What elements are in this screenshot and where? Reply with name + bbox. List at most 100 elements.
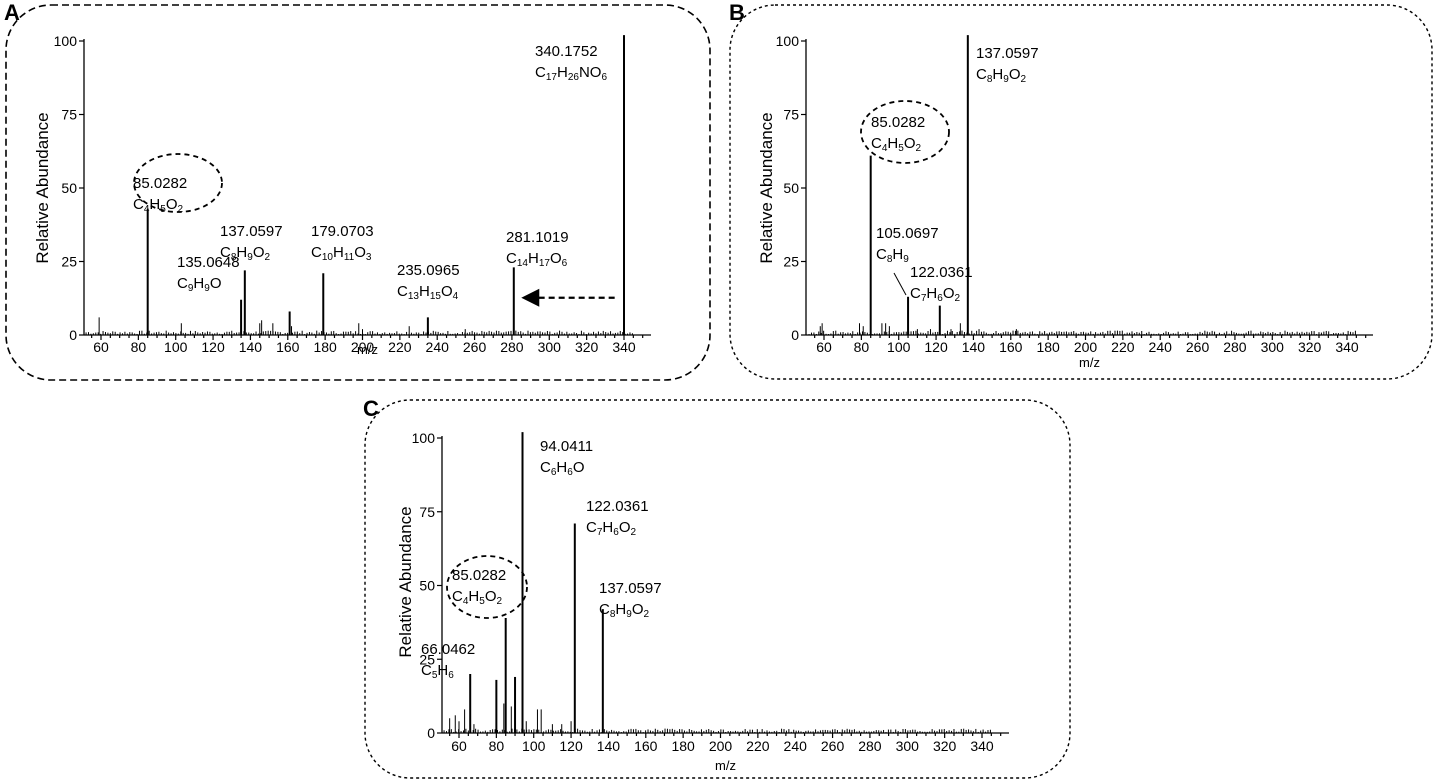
annotation-formula: C4H5O2 [133, 196, 183, 215]
peak-annotation: 122.0361 C7H6O2 [910, 264, 973, 304]
panel-a-letter: A [4, 0, 20, 25]
x-tick-label: 60 [451, 738, 467, 754]
x-axis-label: m/z [1079, 355, 1100, 370]
peak-annotation: 137.0597 C8H9O2 [976, 45, 1039, 85]
x-tick-label: 300 [896, 738, 920, 754]
y-tick-label: 25 [61, 254, 77, 270]
annotation-mz: 105.0697 [876, 225, 939, 242]
annotation-formula: C7H6O2 [910, 285, 960, 304]
y-tick-label: 50 [61, 180, 77, 196]
annotation-mz: 137.0597 [976, 45, 1039, 62]
annotation-mz: 122.0361 [910, 264, 973, 281]
x-tick-label: 280 [858, 738, 882, 754]
x-tick-label: 240 [426, 339, 450, 355]
annotation-formula: C14H17O6 [506, 250, 568, 269]
x-tick-label: 180 [313, 339, 337, 355]
x-tick-label: 160 [634, 738, 658, 754]
annotation-circle [446, 555, 528, 619]
y-tick-label: 50 [783, 180, 799, 196]
annotation-mz: 137.0597 [599, 580, 662, 597]
peak-annotation: 137.0597 C8H9O2 [599, 580, 662, 620]
peak-annotation: 85.0282 C4H5O2 [446, 555, 528, 619]
annotation-mz: 66.0462 [421, 641, 475, 658]
annotation-circle [133, 153, 223, 213]
x-tick-label: 100 [164, 339, 188, 355]
x-tick-label: 320 [1298, 339, 1322, 355]
x-tick-label: 340 [612, 339, 636, 355]
annotation-mz: 137.0597 [220, 223, 283, 240]
x-tick-label: 260 [463, 339, 487, 355]
peak-annotation: 235.0965 C13H15O4 [397, 262, 460, 302]
x-axis-label: m/z [715, 758, 736, 773]
panel-c-letter: C [363, 396, 379, 421]
peak-annotation: 66.0462 C5H6 [421, 641, 475, 681]
x-tick-label: 80 [854, 339, 870, 355]
x-tick-label: 80 [131, 339, 147, 355]
peak-annotation: 135.0648 C9H9O [177, 254, 240, 294]
peak-annotation: 85.0282 C4H5O2 [133, 153, 223, 215]
y-tick-label: 25 [783, 254, 799, 270]
annotation-mz: 122.0361 [586, 498, 649, 515]
peak-annotation: 137.0597 C8H9O2 [220, 223, 283, 263]
y-tick-label: 0 [69, 327, 77, 343]
x-tick-label: 180 [1036, 339, 1060, 355]
spectrum-chart-c: 0 25 50 75 100 60 80 100 120 140 160 180 200 220 240 26… [396, 430, 1009, 773]
x-tick-label: 280 [500, 339, 524, 355]
x-tick-label: 160 [276, 339, 300, 355]
x-tick-label: 220 [746, 738, 770, 754]
panel-b-letter: B [729, 0, 745, 25]
annotation-circle [860, 100, 950, 164]
annotation-formula: C4H5O2 [452, 588, 502, 607]
x-tick-label: 320 [575, 339, 599, 355]
annotation-mz: 281.1019 [506, 229, 569, 246]
x-tick-label: 260 [821, 738, 845, 754]
x-tick-label: 280 [1223, 339, 1247, 355]
peak-annotation: 281.1019 C14H17O6 [506, 229, 569, 269]
annotation-formula: C8H9O2 [599, 601, 649, 620]
x-axis-label: m/z [357, 342, 378, 357]
y-tick-label: 0 [427, 725, 435, 741]
annotation-mz: 85.0282 [871, 114, 925, 131]
annotation-formula: C8H9O2 [220, 244, 270, 263]
x-tick-label: 200 [1074, 339, 1098, 355]
y-tick-label: 75 [419, 504, 435, 520]
dashed-arrow [521, 288, 615, 307]
peak-annotation: 105.0697 C8H9 [876, 225, 939, 296]
annotation-formula: C9H9O [177, 275, 221, 294]
x-tick-label: 340 [1335, 339, 1359, 355]
x-tick-label: 100 [522, 738, 546, 754]
y-tick-label: 100 [54, 33, 78, 49]
x-tick-label: 300 [1261, 339, 1285, 355]
annotation-formula: C4H5O2 [871, 135, 921, 154]
annotation-mz: 179.0703 [311, 223, 374, 240]
x-tick-label: 200 [351, 339, 375, 355]
y-tick-label: 75 [61, 107, 77, 123]
arrow-head-icon [521, 288, 540, 307]
x-tick-label: 80 [489, 738, 505, 754]
y-tick-label: 100 [776, 33, 800, 49]
x-tick-label: 120 [201, 339, 225, 355]
peak-annotation: 179.0703 C10H11O3 [311, 223, 374, 263]
x-tick-label: 260 [1186, 339, 1210, 355]
y-axis-label: Relative Abundance [396, 506, 415, 657]
panel-b-frame [729, 4, 1433, 380]
annotation-formula: C7H6O2 [586, 519, 636, 538]
x-tick-label: 340 [970, 738, 994, 754]
x-tick-label: 60 [816, 339, 832, 355]
y-tick-label: 50 [419, 578, 435, 594]
y-tick-label: 75 [783, 107, 799, 123]
x-tick-label: 120 [924, 339, 948, 355]
spectrum-chart-b: 0 25 50 75 100 60 80 100 120 140 160 180 200 220 240 26… [757, 33, 1373, 370]
x-tick-label: 300 [538, 339, 562, 355]
x-tick-label: 220 [388, 339, 412, 355]
x-tick-label: 60 [93, 339, 109, 355]
annotation-formula: C10H11O3 [311, 244, 372, 263]
annotation-leader [893, 272, 907, 296]
panel-c-frame [364, 399, 1071, 779]
peak-annotation: 340.1752 C17H26NO6 [535, 43, 607, 83]
annotation-formula: C13H15O4 [397, 283, 459, 302]
y-tick-label: 0 [791, 327, 799, 343]
x-tick-label: 160 [999, 339, 1023, 355]
x-tick-label: 120 [559, 738, 583, 754]
annotation-mz: 135.0648 [177, 254, 240, 271]
